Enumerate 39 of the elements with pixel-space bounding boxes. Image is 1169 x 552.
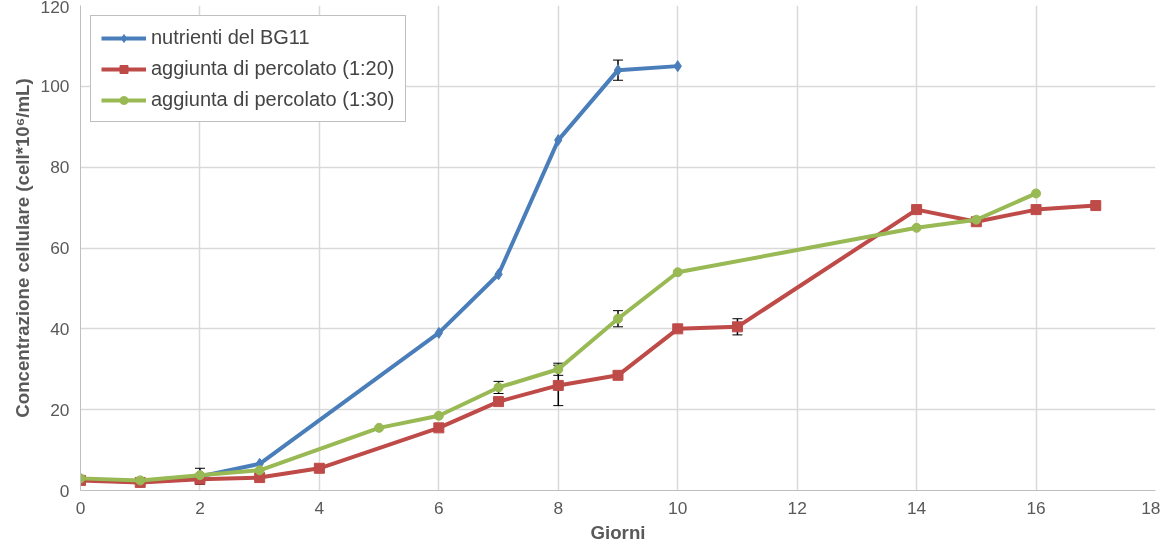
- y-tick-label: 120: [40, 0, 70, 17]
- point: [313, 462, 325, 474]
- x-tick-label: 16: [1026, 497, 1046, 518]
- point: [552, 379, 564, 391]
- point: [374, 422, 385, 433]
- legend-label: aggiunta di percolato (1:20): [151, 57, 395, 80]
- legend-label: nutrienti del BG11: [151, 26, 310, 49]
- x-tick-label: 8: [553, 497, 564, 518]
- point: [1090, 200, 1102, 212]
- y-axis-title: Concentrazione cellulare (cell*10⁶/mL): [11, 78, 33, 418]
- x-tick-label: 6: [434, 497, 444, 518]
- point: [672, 323, 684, 335]
- point: [911, 222, 922, 233]
- point: [493, 396, 505, 408]
- x-tick-label: 2: [195, 497, 205, 518]
- y-tick-label: 40: [50, 318, 70, 339]
- point: [613, 313, 623, 324]
- y-tick-label: 100: [40, 76, 70, 97]
- point: [612, 369, 624, 381]
- point: [1030, 204, 1042, 216]
- point: [1031, 188, 1042, 199]
- y-tick-label: 20: [50, 399, 70, 420]
- point: [731, 321, 743, 333]
- x-tick-label: 14: [906, 497, 927, 518]
- point: [254, 465, 265, 476]
- x-tick-label: 10: [668, 497, 688, 518]
- y-tick-label: 60: [50, 238, 70, 258]
- point: [433, 410, 444, 421]
- x-tick-label: 18: [1141, 497, 1161, 518]
- legend-label: aggiunta di percolato (1:30): [151, 88, 395, 111]
- y-tick-label: 80: [50, 157, 70, 178]
- x-tick-label: 12: [787, 497, 807, 518]
- point: [433, 422, 445, 434]
- point: [672, 267, 683, 278]
- x-tick-label: 4: [314, 497, 325, 518]
- x-axis-title: Giorni: [590, 521, 646, 543]
- point: [911, 204, 923, 216]
- x-tick-label: 0: [75, 497, 86, 518]
- y-tick-label: 0: [59, 480, 70, 501]
